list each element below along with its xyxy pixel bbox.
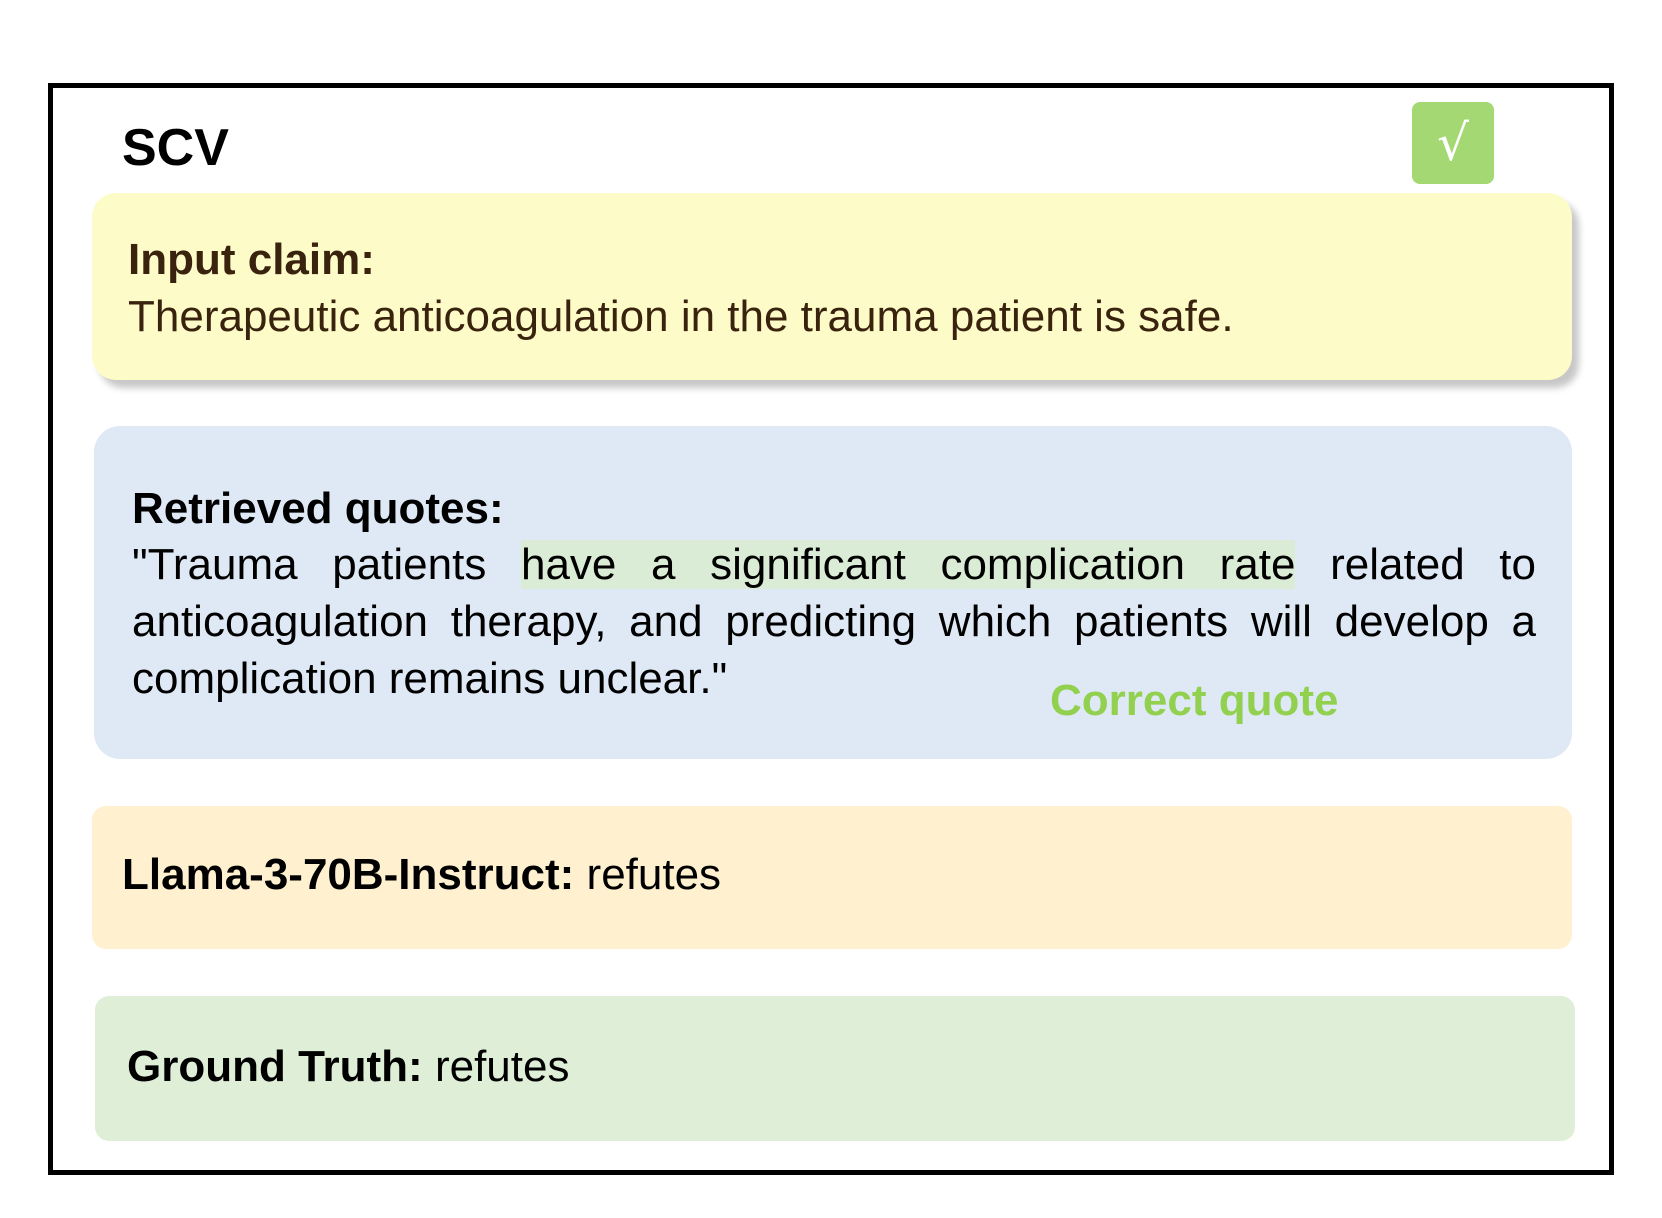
input-claim-text: Therapeutic anticoagulation in the traum… — [128, 292, 1234, 341]
quote-text-before: "Trauma patients — [132, 540, 521, 589]
retrieved-quotes-label: Retrieved quotes: — [132, 484, 504, 533]
model-verdict: refutes — [574, 850, 722, 899]
input-claim-box: Input claim: Therapeutic anticoagulation… — [92, 193, 1572, 380]
ground-truth-label: Ground Truth: — [127, 1042, 423, 1091]
input-claim-label: Input claim: — [128, 235, 375, 284]
ground-truth-box: Ground Truth: refutes — [95, 996, 1575, 1141]
model-name-label: Llama-3-70B-Instruct: — [122, 850, 575, 899]
retrieved-quotes-box: Retrieved quotes: "Trauma patients have … — [94, 426, 1572, 759]
figure-title: SCV — [122, 119, 229, 177]
checkmark-icon: √ — [1412, 102, 1494, 184]
correct-quote-annotation: Correct quote — [1050, 676, 1339, 725]
highlighted-evidence: have a significant complication rate — [520, 540, 1296, 589]
retrieved-quote-text: "Trauma patients have a significant comp… — [132, 536, 1536, 707]
model-prediction-line: Llama-3-70B-Instruct: refutes — [122, 850, 721, 900]
ground-truth-verdict: refutes — [422, 1042, 570, 1091]
ground-truth-line: Ground Truth: refutes — [127, 1042, 569, 1092]
model-prediction-box: Llama-3-70B-Instruct: refutes — [92, 806, 1572, 949]
quote-text-after: related to anticoagulation therapy, and … — [132, 540, 1536, 703]
